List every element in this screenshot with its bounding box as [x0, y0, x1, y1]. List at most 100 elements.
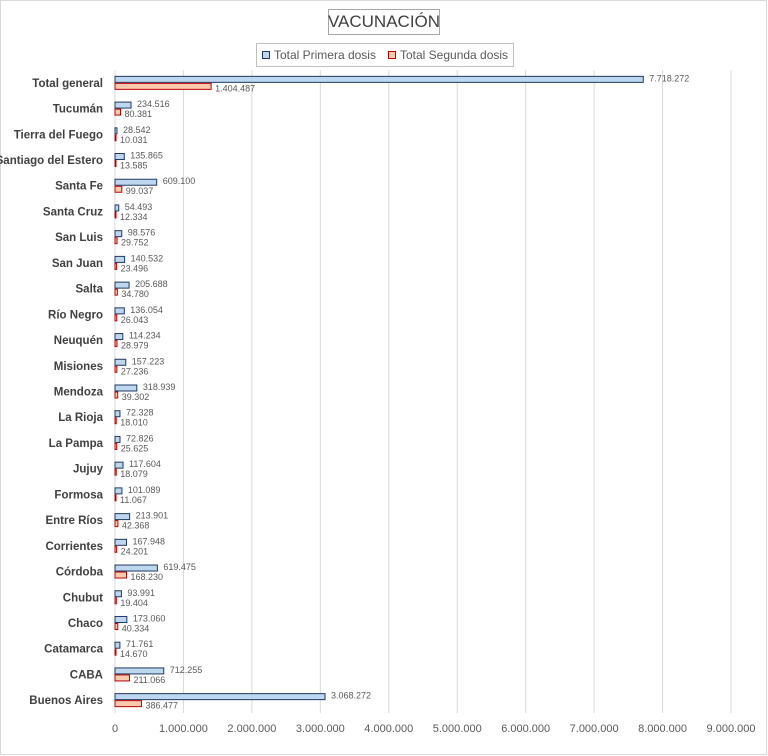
bar-primera-dosis: [114, 641, 121, 649]
bar-primera-dosis: [114, 307, 125, 315]
bar-primera-dosis: [114, 204, 120, 212]
category-label: Formosa: [54, 489, 103, 501]
category-label: Mendoza: [54, 387, 104, 399]
bar-primera-dosis: [114, 358, 127, 366]
data-label-segunda: 18.010: [120, 418, 148, 428]
category-label: La Rioja: [58, 412, 103, 424]
bar-segunda-dosis: [114, 597, 117, 605]
data-label-segunda: 1.404.487: [215, 83, 255, 93]
category-label: Santa Cruz: [43, 206, 103, 218]
data-label-primera: 234.516: [137, 99, 170, 109]
bar-segunda-dosis: [114, 674, 130, 682]
data-label-primera: 3.068.272: [331, 691, 371, 701]
category-label: Entre Ríos: [45, 515, 103, 527]
bar-primera-dosis: [114, 435, 121, 443]
data-label-primera: 98.576: [128, 228, 156, 238]
bar-segunda-dosis: [114, 571, 128, 579]
bar-segunda-dosis: [114, 468, 117, 476]
bar-primera-dosis: [114, 101, 132, 109]
bar-segunda-dosis: [114, 82, 212, 90]
data-label-primera: 173.060: [133, 613, 166, 623]
data-label-primera: 54.493: [125, 202, 153, 212]
bar-segunda-dosis: [114, 648, 117, 656]
category-label: San Luis: [55, 232, 103, 244]
bar-segunda-dosis: [114, 520, 119, 528]
data-label-segunda: 39.302: [122, 392, 150, 402]
category-label: Neuquén: [54, 335, 103, 347]
data-label-segunda: 14.670: [120, 649, 148, 659]
legend-label-segunda: Total Segunda dosis: [399, 48, 509, 62]
x-tick-label: 1.000.000: [159, 723, 208, 735]
data-label-segunda: 11.067: [120, 495, 147, 505]
data-label-segunda: 27.236: [121, 366, 149, 376]
data-label-primera: 7.718.272: [649, 73, 689, 83]
bar-primera-dosis: [114, 615, 128, 623]
data-label-primera: 712.255: [170, 665, 203, 675]
bar-primera-dosis: [114, 538, 127, 546]
data-label-primera: 205.688: [135, 279, 168, 289]
bar-primera-dosis: [114, 667, 165, 675]
category-label: Tierra del Fuego: [14, 129, 103, 141]
bar-primera-dosis: [114, 75, 644, 83]
bar-segunda-dosis: [114, 417, 117, 425]
x-tick-label: 0: [112, 723, 118, 735]
bar-primera-dosis: [114, 693, 326, 701]
data-label-primera: 318.939: [143, 382, 176, 392]
bar-segunda-dosis: [114, 160, 117, 168]
data-label-primera: 167.948: [132, 536, 165, 546]
bar-primera-dosis: [114, 461, 124, 469]
legend-item-primera: Total Primera dosis: [261, 48, 376, 62]
category-label: Salta: [76, 284, 104, 296]
x-tick-label: 7.000.000: [570, 723, 619, 735]
legend-item-segunda: Total Segunda dosis: [387, 48, 509, 62]
data-label-segunda: 42.368: [122, 521, 150, 531]
data-label-primera: 157.223: [132, 356, 165, 366]
category-label: Misiones: [54, 361, 103, 373]
data-label-segunda: 12.334: [120, 212, 148, 222]
legend-swatch-segunda: [387, 51, 396, 59]
bar-segunda-dosis: [114, 545, 118, 553]
data-label-segunda: 386.477: [145, 701, 178, 711]
bar-segunda-dosis: [114, 442, 118, 450]
data-label-primera: 136.054: [130, 305, 163, 315]
legend: Total Primera dosis Total Segunda dosis: [256, 43, 514, 67]
bar-segunda-dosis: [114, 622, 119, 630]
bar-segunda-dosis: [114, 108, 122, 116]
chart-title: VACUNACIÓN: [328, 9, 440, 35]
bar-primera-dosis: [114, 178, 158, 186]
data-label-segunda: 26.043: [121, 315, 149, 325]
x-tick-label: 2.000.000: [227, 723, 276, 735]
bar-segunda-dosis: [114, 237, 118, 245]
category-label: Chubut: [63, 592, 103, 604]
data-label-segunda: 19.404: [120, 598, 148, 608]
bar-primera-dosis: [114, 230, 123, 238]
bar-primera-dosis: [114, 513, 131, 521]
x-tick-label: 3.000.000: [296, 723, 345, 735]
bar-segunda-dosis: [114, 314, 118, 322]
data-label-primera: 71.761: [126, 639, 154, 649]
bar-segunda-dosis: [114, 494, 117, 502]
data-label-primera: 609.100: [163, 176, 196, 186]
bar-primera-dosis: [114, 384, 138, 392]
data-label-segunda: 29.752: [121, 238, 149, 248]
data-label-segunda: 34.780: [121, 289, 149, 299]
bar-segunda-dosis: [114, 700, 142, 708]
data-label-primera: 72.826: [126, 433, 154, 443]
data-label-segunda: 99.037: [126, 186, 154, 196]
data-label-primera: 619.475: [163, 562, 196, 572]
x-tick-label: 4.000.000: [364, 723, 413, 735]
category-label: Catamarca: [44, 644, 103, 656]
category-label: Río Negro: [48, 309, 103, 321]
bar-segunda-dosis: [114, 288, 118, 296]
bar-segunda-dosis: [114, 365, 118, 373]
category-label: Buenos Aires: [29, 695, 103, 707]
category-label: Santiago del Estero: [0, 155, 103, 167]
legend-swatch-primera: [261, 51, 270, 59]
data-label-segunda: 80.381: [125, 109, 153, 119]
bar-segunda-dosis: [114, 391, 119, 399]
category-label: La Pampa: [49, 438, 104, 450]
data-label-primera: 140.532: [131, 253, 164, 263]
category-label: Jujuy: [73, 464, 104, 476]
data-label-primera: 114.234: [129, 331, 161, 341]
